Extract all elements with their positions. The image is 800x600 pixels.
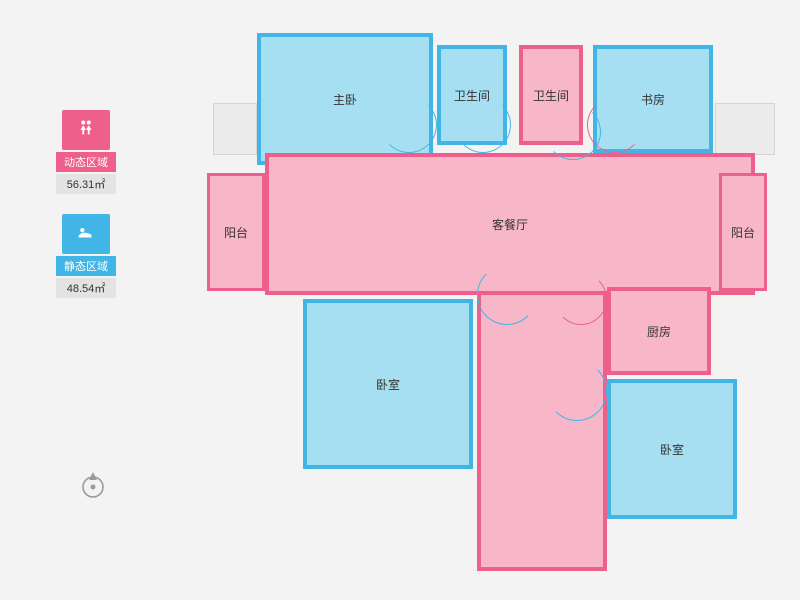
room-living: 客餐厅 <box>265 153 755 295</box>
room-label: 卫生间 <box>454 87 490 104</box>
room-label: 客餐厅 <box>492 216 528 233</box>
legend-static-label: 静态区域 <box>56 256 116 276</box>
room-bedroom-left: 卧室 <box>303 299 473 469</box>
room-study: 书房 <box>593 45 713 153</box>
exterior-slab <box>715 103 775 155</box>
room-label: 主卧 <box>333 91 357 108</box>
legend: 动态区域 56.31㎡ 静态区域 48.54㎡ <box>56 110 116 318</box>
people-icon <box>75 117 97 144</box>
legend-dynamic-badge <box>62 110 110 150</box>
sleep-icon <box>75 221 97 248</box>
room-label: 卧室 <box>376 376 400 393</box>
legend-dynamic-label: 动态区域 <box>56 152 116 172</box>
room-hall-down <box>477 291 607 571</box>
room-bath-pink: 卫生间 <box>519 45 583 145</box>
legend-dynamic-value: 56.31㎡ <box>56 174 116 194</box>
room-label: 阳台 <box>224 224 248 241</box>
floor-plan: 主卧 客餐厅 卫生间 卫生间 书房 阳台 阳台 厨房 卧室 卧室 <box>195 25 775 580</box>
room-bath-blue: 卫生间 <box>437 45 507 145</box>
legend-dynamic: 动态区域 56.31㎡ <box>56 110 116 194</box>
legend-static-badge <box>62 214 110 254</box>
room-label: 阳台 <box>731 224 755 241</box>
room-label: 卫生间 <box>533 87 569 104</box>
room-master-bedroom: 主卧 <box>257 33 433 165</box>
room-kitchen: 厨房 <box>607 287 711 375</box>
legend-static-value: 48.54㎡ <box>56 278 116 298</box>
compass-icon <box>78 470 108 500</box>
room-label: 卧室 <box>660 441 684 458</box>
legend-static: 静态区域 48.54㎡ <box>56 214 116 298</box>
exterior-slab <box>213 103 257 155</box>
room-balcony-right: 阳台 <box>719 173 767 291</box>
room-label: 厨房 <box>647 323 671 340</box>
room-label: 书房 <box>641 91 665 108</box>
room-bedroom-right: 卧室 <box>607 379 737 519</box>
room-balcony-left: 阳台 <box>207 173 265 291</box>
